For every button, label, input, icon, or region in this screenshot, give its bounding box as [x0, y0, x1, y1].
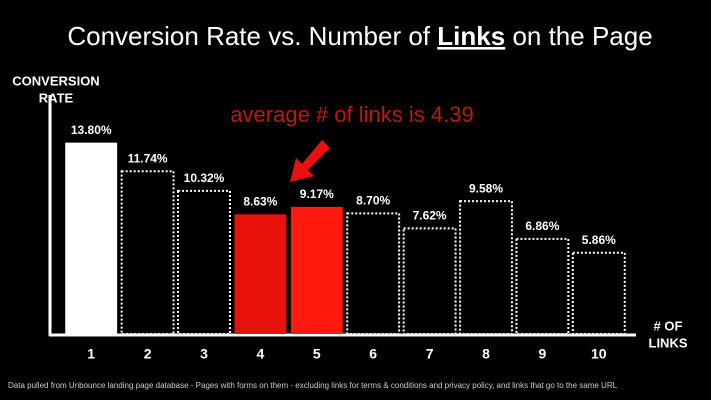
value-label: 7.62% [413, 209, 447, 223]
title-emphasis: Links [437, 21, 505, 51]
value-label: 9.17% [300, 187, 334, 201]
title-part: on the Page [512, 21, 652, 51]
x-axis-label: LINKS [649, 335, 688, 350]
bar [177, 189, 231, 335]
bar [234, 214, 287, 334]
bar [515, 237, 570, 335]
bar [402, 227, 457, 335]
arrow [290, 140, 330, 182]
x-tick-label: 8 [482, 346, 490, 362]
bar [120, 170, 175, 335]
x-tick-label: 4 [257, 346, 265, 362]
y-axis-label: RATE [39, 90, 74, 105]
x-tick-label: 9 [539, 346, 547, 362]
value-label: 10.32% [184, 171, 225, 185]
y-axis-label: CONVERSION [12, 73, 99, 88]
bar [459, 200, 513, 335]
value-label: 8.70% [356, 194, 390, 208]
x-tick-label: 5 [313, 346, 321, 362]
value-label: 11.74% [128, 151, 168, 165]
x-axis-label: # OF [654, 318, 683, 333]
bar [571, 251, 626, 335]
value-label: 9.58% [469, 181, 503, 195]
value-label: 13.80% [71, 123, 112, 137]
bar [290, 206, 343, 334]
x-tick-label: 7 [426, 346, 434, 362]
x-tick-label: 2 [144, 346, 152, 362]
x-tick-label: 1 [87, 346, 95, 362]
x-tick-label: 10 [591, 346, 607, 362]
x-tick-label: 6 [369, 346, 377, 362]
chart-title: Conversion Rate vs. Number of Links on t… [67, 21, 652, 51]
value-label: 5.86% [582, 233, 616, 247]
title-part: Conversion Rate vs. Number of [67, 21, 430, 51]
annotation: average # of links is 4.39 [230, 102, 473, 127]
bar [65, 142, 118, 334]
value-label: 6.86% [525, 219, 559, 233]
bar [346, 212, 401, 335]
x-tick-label: 3 [200, 346, 208, 362]
value-label: 8.63% [243, 195, 277, 209]
footnote: Data pulled from Unbounce landing page d… [8, 381, 618, 390]
